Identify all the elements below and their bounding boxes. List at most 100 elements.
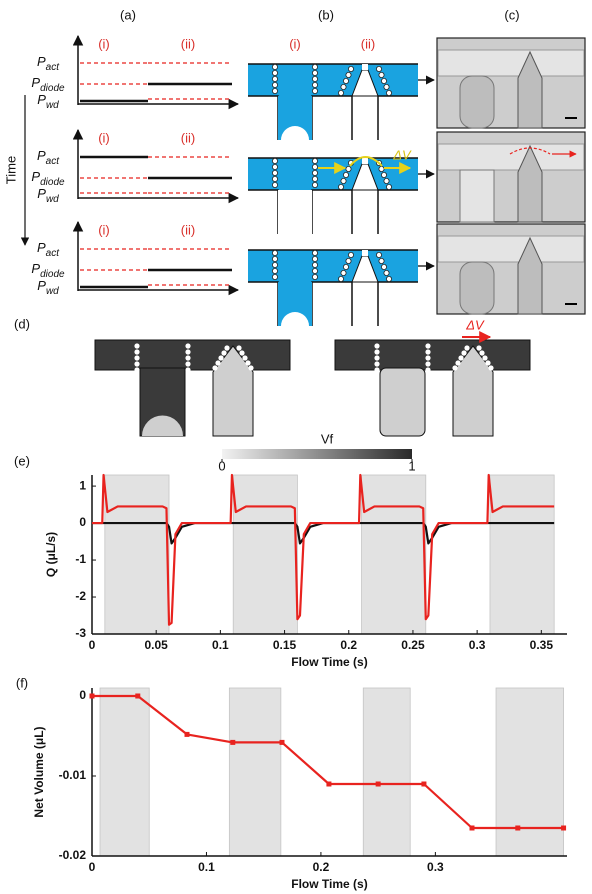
shaded-span — [99, 687, 150, 857]
shaded-span — [362, 687, 411, 857]
x-tick-label: 0.05 — [145, 638, 169, 652]
diode-neck — [362, 250, 368, 256]
micro-stem — [459, 261, 495, 315]
pressure-label: Pact — [37, 240, 60, 258]
pillar — [212, 365, 218, 371]
pillar — [337, 183, 344, 190]
pillar — [452, 365, 458, 371]
diode-neck — [362, 64, 368, 70]
pillar — [134, 343, 140, 349]
pillar — [461, 350, 467, 356]
pillar — [380, 263, 387, 270]
pillar — [311, 88, 318, 95]
pillar — [185, 355, 191, 361]
pillar — [271, 175, 278, 182]
pillar — [271, 82, 278, 89]
colorbar-tick-label: 1 — [408, 458, 415, 473]
region-label: (ii) — [181, 130, 195, 145]
pressure-label: Pdiode — [31, 75, 65, 93]
pillar — [271, 249, 278, 256]
pillar — [380, 78, 387, 85]
pillar — [425, 349, 431, 355]
pillar — [134, 367, 140, 373]
pillar — [271, 273, 278, 280]
pressure-subscript: act — [46, 156, 61, 167]
colorbar-tick-label: 0 — [218, 458, 225, 473]
pillar — [375, 66, 382, 73]
pillar — [385, 275, 392, 282]
pressure-subscript: act — [46, 62, 61, 73]
pillar — [345, 165, 352, 172]
pillar — [311, 169, 318, 176]
pillar — [271, 261, 278, 268]
pillar — [380, 171, 387, 178]
pressure-symbol: P — [31, 75, 40, 90]
time-label: Time — [3, 156, 18, 184]
pillar — [337, 275, 344, 282]
pillar — [374, 355, 380, 361]
y-tick-label: 0 — [79, 688, 86, 702]
pillar — [476, 345, 482, 351]
channel-wall — [248, 95, 418, 140]
x-tick-label: 0.3 — [427, 860, 444, 874]
region-label: (i) — [98, 130, 110, 145]
panel-label: (d) — [14, 316, 30, 331]
x-tick-label: 0.2 — [340, 638, 357, 652]
pressure-subscript: wd — [46, 100, 59, 111]
pillar — [311, 157, 318, 164]
y-tick-label: -3 — [75, 626, 86, 640]
marker — [89, 693, 95, 699]
pressure-subscript: wd — [46, 194, 59, 205]
bubble — [281, 312, 309, 340]
pillar — [271, 163, 278, 170]
pressure-label: Pwd — [37, 92, 59, 110]
pillar — [345, 257, 352, 264]
d-stem-i — [379, 367, 426, 437]
marker — [230, 739, 236, 745]
x-tick-label: 0.1 — [198, 860, 215, 874]
micro-channel — [437, 143, 585, 171]
micro-channel — [437, 49, 585, 77]
pressure-label: Pdiode — [31, 169, 65, 187]
micro-diode — [517, 144, 543, 223]
pillar — [134, 361, 140, 367]
flow-arrow — [349, 156, 383, 167]
marker — [326, 781, 332, 787]
pillar — [311, 70, 318, 77]
d-channel — [334, 339, 531, 371]
pressure-symbol: P — [37, 278, 46, 293]
pressure-label: Pact — [37, 54, 60, 72]
shaded-span — [489, 474, 555, 635]
x-tick-label: 0.1 — [212, 638, 229, 652]
shaded-span — [361, 474, 427, 635]
pillar — [271, 255, 278, 262]
pillar — [271, 169, 278, 176]
panel-label: (a) — [120, 7, 136, 22]
pressure-label: Pwd — [37, 186, 59, 204]
pillar — [374, 343, 380, 349]
pillar — [311, 273, 318, 280]
y-axis-label: Net Volume (μL) — [32, 726, 46, 817]
shaded-span — [228, 687, 282, 857]
pressure-subscript: wd — [46, 286, 59, 297]
region-label: (i) — [98, 36, 110, 51]
pillar — [464, 345, 470, 351]
d-channel — [94, 339, 291, 371]
marker — [279, 739, 285, 745]
y-axis-label: Q (μL/s) — [44, 532, 58, 577]
pillar — [340, 84, 347, 91]
pillar — [239, 350, 245, 356]
pressure-label: Pdiode — [31, 261, 65, 279]
pillar — [271, 157, 278, 164]
flow-label: ΔV — [465, 317, 485, 332]
pillar — [455, 360, 461, 366]
micro-arrow — [509, 147, 551, 155]
marker — [135, 693, 141, 699]
bubble — [281, 126, 309, 154]
x-tick-label: 0.15 — [273, 638, 297, 652]
pillar — [374, 367, 380, 373]
panel-label: (f) — [16, 675, 28, 690]
pillar — [185, 367, 191, 373]
x-tick-label: 0.35 — [530, 638, 554, 652]
